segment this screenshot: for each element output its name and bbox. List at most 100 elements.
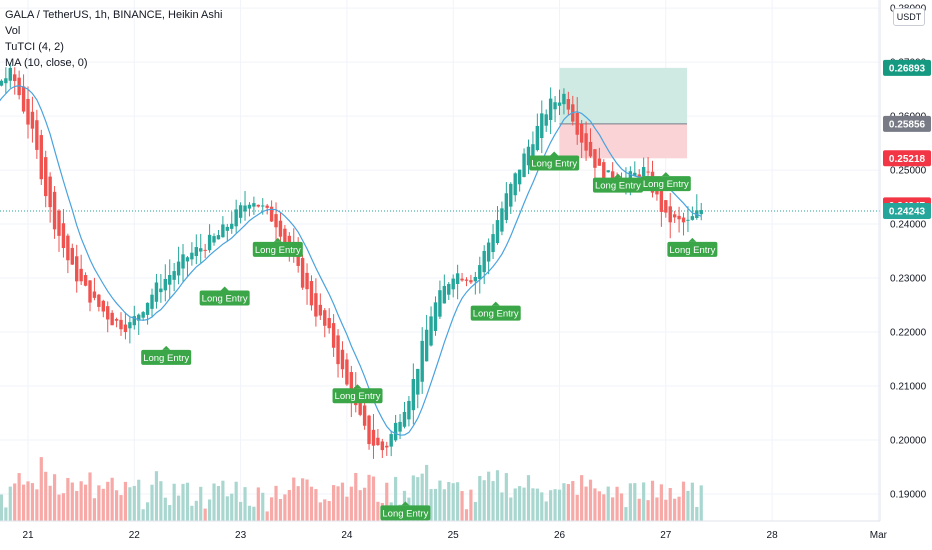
volume-bar bbox=[292, 477, 296, 521]
candle-body bbox=[44, 157, 48, 197]
candle-body bbox=[407, 400, 411, 420]
volume-bar bbox=[190, 505, 194, 521]
long-entry-pointer bbox=[401, 501, 410, 506]
candle-body bbox=[513, 173, 517, 196]
candle-body bbox=[345, 359, 349, 385]
candle-body bbox=[469, 280, 473, 283]
volume-bar bbox=[114, 490, 119, 521]
volume-bar bbox=[557, 489, 562, 521]
position-tool[interactable] bbox=[0, 67, 880, 212]
volume-bar bbox=[482, 480, 486, 521]
long-entry-pointer bbox=[550, 151, 559, 156]
volume-bar bbox=[163, 497, 167, 521]
volume-bar bbox=[323, 499, 327, 521]
candle-body bbox=[686, 219, 690, 221]
price-tag bbox=[883, 115, 931, 132]
candle-body bbox=[30, 111, 35, 129]
candle-body bbox=[185, 257, 190, 262]
candle-body bbox=[531, 144, 535, 156]
candle-body bbox=[677, 215, 681, 220]
candle-body bbox=[460, 278, 464, 281]
ma-indicator-label[interactable]: MA (10, close, 0) bbox=[5, 57, 88, 69]
time-tick-label: 26 bbox=[554, 530, 566, 541]
volume-bar bbox=[216, 486, 221, 521]
candle-body bbox=[371, 429, 376, 446]
volume-bar bbox=[681, 481, 686, 521]
price-tag-text: 0.25218 bbox=[889, 154, 926, 165]
volume-bar bbox=[247, 505, 252, 521]
volume-bar bbox=[52, 474, 57, 521]
volume-bar bbox=[416, 477, 420, 521]
volume-bar bbox=[429, 489, 433, 521]
volume-bar bbox=[283, 494, 287, 521]
volume-bar bbox=[588, 479, 593, 521]
candle-body bbox=[681, 217, 686, 223]
time-tick-label: Mar bbox=[870, 530, 888, 541]
candle-body bbox=[588, 141, 593, 157]
candle-body bbox=[628, 171, 633, 181]
candle-body bbox=[274, 214, 278, 228]
price-tick-label: 0.21000 bbox=[890, 382, 927, 393]
volume-bar bbox=[203, 508, 207, 521]
volume-bar bbox=[270, 497, 274, 521]
volume-bar bbox=[518, 486, 522, 521]
symbol-title[interactable]: GALA / TetherUS, 1h, BINANCE, Heikin Ash… bbox=[5, 9, 223, 21]
candle-body bbox=[132, 316, 136, 326]
volume-bar bbox=[695, 506, 699, 521]
volume-bar bbox=[256, 487, 260, 521]
candle-body bbox=[300, 258, 305, 288]
price-axis[interactable]: 0.280000.270000.260000.250000.240000.230… bbox=[879, 0, 932, 550]
candle-body bbox=[429, 316, 433, 346]
volume-bar bbox=[252, 506, 256, 521]
candle-body bbox=[234, 209, 238, 227]
volume-bar bbox=[509, 497, 513, 521]
candle-body bbox=[557, 102, 562, 106]
tutci-indicator-label[interactable]: TuTCI (4, 2) bbox=[5, 41, 64, 53]
volume-bar bbox=[132, 485, 136, 521]
candle-body bbox=[57, 210, 61, 236]
candle-body bbox=[83, 275, 88, 286]
volume-bar bbox=[580, 475, 584, 521]
volume-bar bbox=[531, 488, 535, 521]
long-entry-text: Long Entry bbox=[669, 245, 715, 256]
volume-bar bbox=[619, 493, 624, 521]
volume-bar bbox=[637, 498, 641, 521]
time-axis[interactable]: 21 22 23 24 25 26 27 28 Mar bbox=[0, 520, 932, 550]
volume-bar bbox=[495, 470, 500, 521]
time-tick-label: 24 bbox=[341, 530, 353, 541]
long-entry-label bbox=[667, 241, 718, 257]
volume-bar bbox=[48, 485, 52, 521]
candle-body bbox=[137, 314, 141, 321]
currency-button[interactable]: USDT bbox=[893, 8, 925, 26]
candle-body bbox=[212, 236, 216, 243]
candle-body bbox=[145, 302, 150, 315]
volume-bar bbox=[83, 484, 88, 521]
volume-bar bbox=[185, 482, 190, 521]
candle-body bbox=[690, 216, 695, 220]
volume-bar bbox=[39, 457, 43, 521]
price-tick-label: 0.19000 bbox=[890, 490, 927, 501]
volume-bar bbox=[487, 471, 491, 521]
candle-body bbox=[659, 188, 664, 212]
volume-indicator-label[interactable]: Vol bbox=[5, 25, 21, 37]
candle-body bbox=[495, 220, 500, 244]
volume-bar bbox=[425, 464, 429, 521]
volume-bar bbox=[650, 480, 655, 521]
candle-body bbox=[517, 169, 522, 185]
long-entry-label bbox=[199, 290, 250, 306]
volume-bar bbox=[655, 497, 659, 521]
candle-body bbox=[221, 224, 225, 238]
candle-body bbox=[194, 247, 199, 257]
candle-body bbox=[447, 283, 451, 295]
candle-body bbox=[482, 250, 486, 273]
candle-body bbox=[128, 322, 132, 329]
volume-bar bbox=[394, 476, 398, 521]
volume-bar bbox=[677, 496, 681, 521]
candle-body bbox=[207, 234, 212, 251]
candle-body bbox=[150, 294, 154, 309]
candle-body bbox=[39, 135, 43, 180]
volume-bar bbox=[225, 496, 229, 521]
candle-body bbox=[473, 276, 478, 282]
long-entry-label bbox=[380, 505, 431, 521]
